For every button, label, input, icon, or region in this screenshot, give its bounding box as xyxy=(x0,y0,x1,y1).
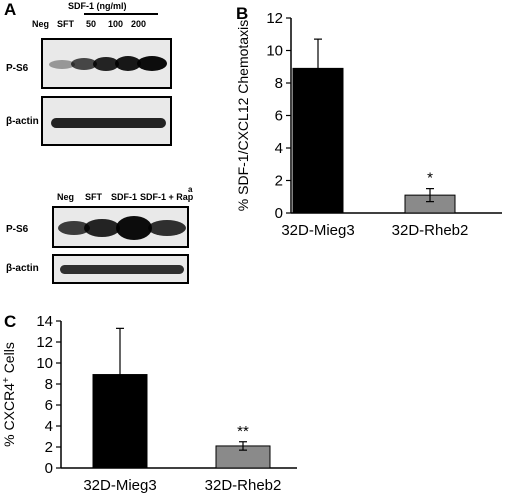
lane-label: Neg xyxy=(32,19,50,29)
band xyxy=(71,58,97,70)
y-tick-label: 2 xyxy=(275,173,283,190)
y-axis-label-sup: + xyxy=(1,377,12,383)
panel-letter-b: B xyxy=(236,4,249,23)
blot-strip-ps6 xyxy=(41,38,172,89)
significance-marker: ** xyxy=(237,423,249,440)
y-tick-label: 4 xyxy=(45,418,53,435)
blot-row-label: β-actin xyxy=(6,263,39,274)
blot-strip-ps6-rap xyxy=(52,206,189,248)
y-tick-label: 8 xyxy=(45,376,53,393)
y-axis-label: % CXCR4+ Cells xyxy=(1,342,17,447)
blot-row-label: P-S6 xyxy=(6,224,29,235)
y-tick-label: 4 xyxy=(275,140,283,157)
band xyxy=(137,56,167,71)
lane-label: SDF-1 + Rap xyxy=(140,192,194,202)
y-tick-label: 6 xyxy=(45,397,53,414)
y-tick-label: 10 xyxy=(266,43,283,60)
y-tick-label: 0 xyxy=(45,460,53,477)
y-tick-label: 2 xyxy=(45,439,53,456)
band xyxy=(116,216,152,240)
y-tick-label: 14 xyxy=(36,313,53,330)
band xyxy=(148,220,186,236)
lane-label: SFT xyxy=(57,19,74,29)
y-tick-label: 12 xyxy=(36,334,53,351)
y-tick-label: 6 xyxy=(275,108,283,125)
sdf-header-bar xyxy=(84,13,158,15)
sdf-header: SDF-1 (ng/ml) xyxy=(68,1,127,11)
band xyxy=(49,60,75,69)
y-axis-label-main: % CXCR4 xyxy=(1,383,17,447)
blot-row-label: β-actin xyxy=(6,116,39,127)
significance-marker: * xyxy=(427,170,433,187)
x-tick-label: 32D-Mieg3 xyxy=(281,222,354,239)
chart-panel-b: 0 2 4 6 8 10 12 32D-Mieg3 * 32D-Rheb2 % SDF-1/CXCL… xyxy=(235,10,502,239)
y-tick-label: 12 xyxy=(266,10,283,27)
band xyxy=(58,221,90,235)
lane-label: SDF-1 xyxy=(111,192,138,202)
band xyxy=(115,56,141,71)
y-tick-label: 0 xyxy=(275,205,283,222)
x-tick-label: 32D-Rheb2 xyxy=(392,222,469,239)
blot-strip-actin-rap xyxy=(52,254,189,284)
y-tick-label: 8 xyxy=(275,75,283,92)
x-tick-label: 32D-Mieg3 xyxy=(83,477,156,494)
lane-label: Neg xyxy=(57,192,75,202)
y-axis-label-tail: Cells xyxy=(1,342,17,377)
x-tick-label: 32D-Rheb2 xyxy=(205,477,282,494)
lane-label: SFT xyxy=(85,192,102,202)
band xyxy=(93,57,119,71)
lane-label: 50 xyxy=(86,19,97,29)
lane-label: 100 xyxy=(108,19,124,29)
band xyxy=(60,265,184,274)
lane-superscript: a xyxy=(188,185,193,194)
blot-strip-actin xyxy=(41,96,172,146)
y-axis-label: % SDF-1/CXCL12 Chemotaxis xyxy=(235,20,251,211)
chart-panel-c: 0 2 4 6 8 10 12 14 32D-Mieg3 ** 32D-Rheb2 % CXCR4+ … xyxy=(1,313,297,494)
blot-row-label: P-S6 xyxy=(6,63,29,74)
band xyxy=(51,118,166,128)
lane-label: 200 xyxy=(131,19,147,29)
panel-letter-a: A xyxy=(4,0,17,19)
band xyxy=(84,219,120,237)
y-tick-label: 10 xyxy=(36,355,53,372)
panel-letter-c: C xyxy=(4,312,17,331)
